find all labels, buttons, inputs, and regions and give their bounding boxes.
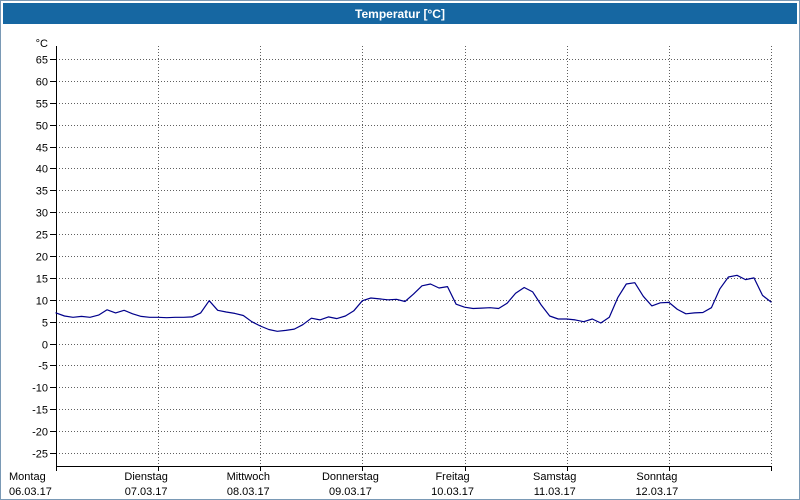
x-date-label: 06.03.17 [9,486,52,498]
y-tick-label: 15 [36,274,48,286]
y-tick-label: -10 [32,383,48,395]
y-tick-label: 65 [36,55,48,67]
y-tick-label: -25 [32,449,48,461]
x-day-label: Samstag [533,471,576,483]
temperature-series-line [55,274,772,332]
y-tick-label: 0 [42,340,48,352]
x-date-label: 08.03.17 [227,486,270,498]
y-tick-label: -5 [38,361,48,373]
y-tick-label: 60 [36,77,48,89]
grid [56,46,772,466]
y-tick-label: 40 [36,164,48,176]
x-day-label: Mittwoch [227,471,270,483]
x-day-label: Sonntag [636,471,677,483]
x-date-label: 12.03.17 [635,486,678,498]
y-tick-label: 45 [36,143,48,155]
x-date-label: 07.03.17 [125,486,168,498]
y-tick-label: 55 [36,99,48,111]
y-tick-label: -15 [32,405,48,417]
x-day-label: Dienstag [124,471,167,483]
y-tick-label: 30 [36,208,48,220]
y-tick-label: 25 [36,230,48,242]
title-bar[interactable]: Temperatur [°C] [3,3,797,24]
window-title: Temperatur [°C] [355,6,445,21]
x-date-label: 10.03.17 [431,486,474,498]
chart-area: 65 60 55 50 45 40 35 30 25 20 15 10 5 0 -5 -10 -15 -20 -25… [1,25,799,499]
x-date-label: 11.03.17 [534,486,576,498]
y-axis-unit-label: °C [36,38,48,50]
x-day-label: Freitag [435,471,469,483]
temperature-chart: 65605550454035302520151050-5-10-15-20-25… [9,38,772,498]
x-day-label: Donnerstag [322,471,379,483]
y-tick-label: 20 [36,252,48,264]
y-tick-label: -20 [32,427,48,439]
y-tick-label: 5 [42,318,48,330]
y-tick-label: 50 [36,121,48,133]
y-tick-label: 35 [36,186,48,198]
x-day-label: Montag [9,471,46,483]
y-tick-label: 10 [36,296,48,308]
axes [50,59,772,471]
x-date-label: 09.03.17 [329,486,372,498]
